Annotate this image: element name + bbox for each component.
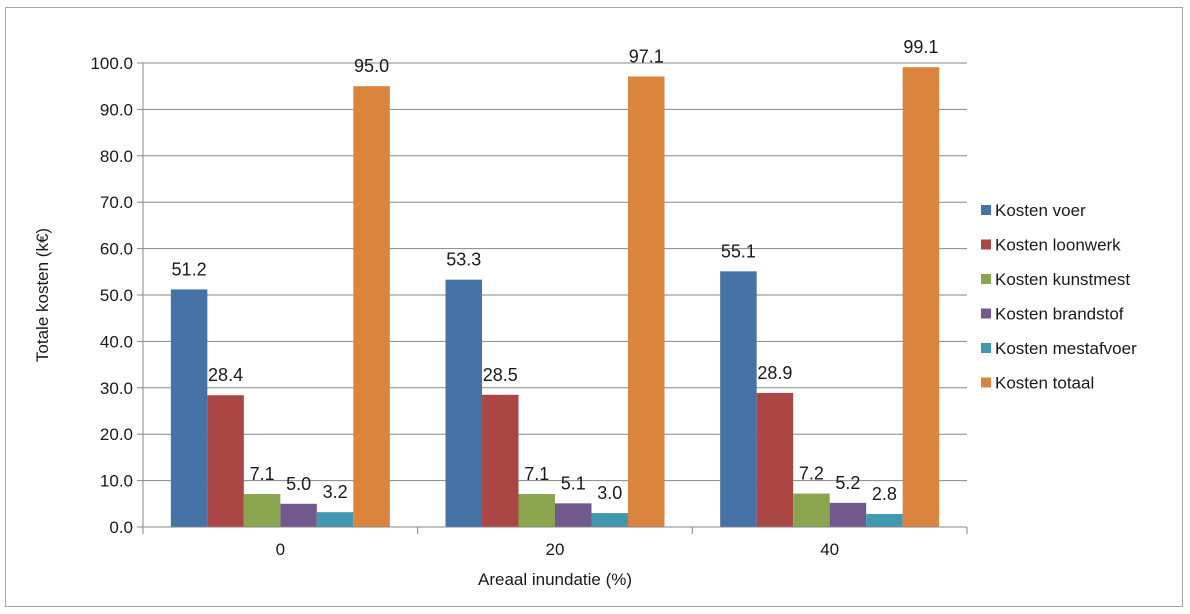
data-label: 3.0 [597,483,622,503]
bar [482,394,519,527]
legend-swatch [981,377,991,388]
data-label: 28.9 [757,363,792,383]
bar [170,289,208,527]
data-label: 53.3 [446,250,481,270]
bar [280,503,317,527]
data-label: 7.1 [524,464,549,484]
y-tick-label: 0.0 [109,518,133,537]
legend-swatch [981,274,991,284]
bar [756,392,794,527]
bar [628,76,665,528]
gridlines [137,62,967,528]
data-label: 28.4 [208,365,243,385]
data-label: 55.1 [721,241,756,261]
bar [518,494,555,527]
bars [170,67,940,528]
y-tick-label: 40.0 [100,332,133,351]
bar [207,395,244,527]
legend: Kosten voer Kosten loonwerk Kosten kunstme… [981,201,1137,393]
y-tick-label: 20.0 [100,425,133,444]
legend-item-label: Kosten loonwerk [995,236,1121,255]
bar [316,512,354,527]
legend-swatch [981,205,991,215]
bar [353,86,390,527]
legend-item-label: Kosten totaal [995,374,1094,393]
y-tick-label: 90.0 [100,100,133,119]
legend-item-label: Kosten voer [995,201,1086,220]
x-axis-title: Areaal inundatie (%) [478,570,632,589]
bar [243,494,281,527]
legend-item-label: Kosten kunstmest [995,270,1130,289]
bar [591,513,628,527]
axes [142,63,968,534]
y-tick-label: 60.0 [100,240,133,259]
data-label: 3.2 [323,482,348,502]
y-tick-label: 30.0 [100,379,133,398]
bar [555,503,592,527]
data-label: 51.2 [172,259,207,279]
y-tick-label: 70.0 [100,193,133,212]
bar [720,271,757,527]
data-label: 28.5 [483,365,518,385]
bar [793,493,830,527]
data-label: 5.0 [286,474,311,494]
bar [902,67,940,528]
legend-item-label: Kosten brandstof [995,305,1124,324]
y-axis-title: Totale kosten (k€) [33,228,52,362]
y-tick-label: 80.0 [100,147,133,166]
bar [829,502,867,527]
legend-swatch [981,343,991,353]
data-label: 97.1 [629,46,664,66]
x-tick-label: 0 [276,540,285,559]
data-label: 5.1 [561,473,586,493]
legend-item-label: Kosten mestafvoer [995,339,1137,358]
x-tick-labels: 0 20 40 [276,540,840,559]
legend-swatch [981,308,991,319]
bar [866,514,903,527]
data-label: 7.2 [799,464,824,484]
legend-swatch [981,239,991,250]
x-tick-label: 40 [820,540,839,559]
data-label: 5.2 [835,473,860,493]
data-label: 7.1 [250,464,275,484]
data-labels: 51.2 53.3 55.1 28.4 28.5 28.9 7.1 7.1 7.2 5.0 5.1 5… [172,37,939,504]
y-tick-label: 50.0 [100,286,133,305]
y-tick-label: 10.0 [100,472,133,491]
data-label: 2.8 [872,484,897,504]
y-tick-labels: 0.0 10.0 20.0 30.0 40.0 50.0 60.0 70.0 80.0 90.0 1… [90,54,133,537]
x-tick-label: 20 [546,540,565,559]
y-tick-label: 100.0 [90,54,133,73]
bar [445,279,482,527]
data-label: 99.1 [903,37,938,57]
data-label: 95.0 [354,56,389,76]
